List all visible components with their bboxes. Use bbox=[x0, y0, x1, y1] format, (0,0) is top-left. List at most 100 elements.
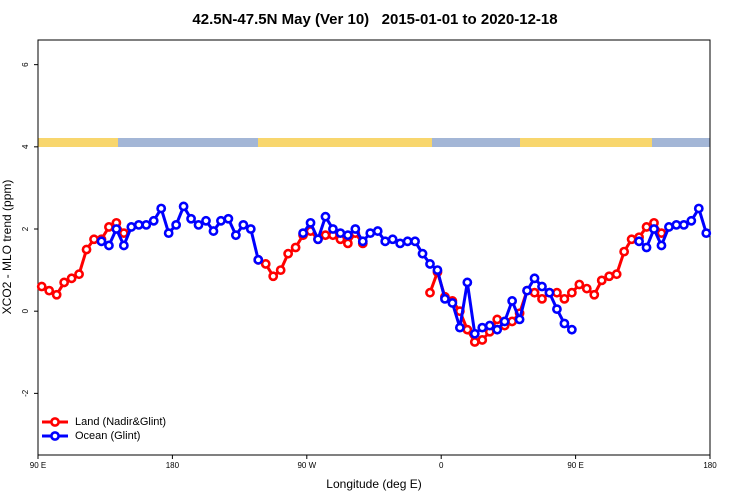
data-point bbox=[596, 275, 607, 286]
data-point bbox=[81, 244, 92, 255]
x-tick-label: 90 E bbox=[30, 461, 46, 470]
data-point bbox=[619, 246, 630, 257]
x-tick-label: 90 E bbox=[567, 461, 583, 470]
land-strip bbox=[258, 138, 432, 147]
data-point bbox=[537, 281, 547, 292]
data-point bbox=[410, 236, 420, 247]
data-point bbox=[559, 293, 570, 304]
data-point bbox=[104, 240, 114, 251]
data-point bbox=[529, 273, 540, 284]
data-point bbox=[529, 287, 540, 298]
data-point bbox=[634, 236, 644, 247]
y-tick-label: 6 bbox=[21, 62, 30, 67]
data-point bbox=[649, 224, 659, 234]
data-point bbox=[171, 220, 182, 230]
data-point bbox=[178, 201, 189, 212]
data-point bbox=[402, 236, 413, 247]
data-point bbox=[469, 328, 480, 339]
series-line bbox=[100, 204, 260, 261]
x-tick-label: 180 bbox=[703, 461, 717, 470]
data-point bbox=[111, 224, 122, 234]
data-point bbox=[566, 287, 577, 298]
data-point bbox=[469, 337, 480, 347]
data-point bbox=[380, 236, 391, 247]
data-point bbox=[604, 271, 615, 282]
data-point bbox=[59, 277, 70, 288]
data-point bbox=[320, 230, 331, 241]
data-point bbox=[477, 335, 488, 345]
data-point bbox=[275, 265, 286, 275]
data-point bbox=[462, 324, 473, 335]
land-strip bbox=[38, 138, 118, 147]
data-point bbox=[641, 242, 652, 253]
data-point bbox=[186, 213, 196, 224]
data-point bbox=[462, 277, 473, 288]
land-strip bbox=[520, 138, 652, 147]
data-point bbox=[193, 220, 204, 230]
data-point bbox=[574, 279, 585, 290]
data-point bbox=[425, 287, 435, 298]
series-line bbox=[41, 221, 126, 297]
data-point bbox=[499, 316, 510, 327]
data-point bbox=[626, 234, 637, 245]
y-axis-label: XCO2 - MLO trend (ppm) bbox=[0, 180, 14, 315]
data-point bbox=[454, 322, 465, 333]
data-point bbox=[201, 215, 211, 226]
y-tick-label: -2 bbox=[21, 389, 30, 397]
data-point bbox=[283, 248, 294, 259]
data-point bbox=[484, 320, 495, 331]
data-point bbox=[328, 224, 338, 234]
x-tick-label: 90 W bbox=[297, 461, 316, 470]
y-tick-label: 4 bbox=[21, 144, 30, 149]
data-point bbox=[230, 230, 241, 241]
data-point bbox=[552, 304, 562, 315]
data-point bbox=[559, 318, 570, 329]
data-point bbox=[432, 265, 443, 275]
data-point bbox=[544, 287, 555, 298]
data-point bbox=[641, 222, 652, 232]
data-point bbox=[126, 222, 137, 232]
data-point bbox=[163, 228, 174, 239]
data-point bbox=[253, 254, 264, 265]
data-point bbox=[238, 220, 249, 230]
data-point bbox=[313, 234, 323, 245]
data-point bbox=[208, 226, 219, 236]
y-tick-label: 2 bbox=[21, 226, 30, 231]
data-point bbox=[581, 283, 592, 294]
data-point bbox=[141, 220, 152, 230]
data-point bbox=[693, 203, 704, 214]
data-point bbox=[656, 240, 667, 251]
data-point bbox=[66, 273, 77, 284]
data-point bbox=[552, 287, 562, 298]
data-point bbox=[686, 215, 697, 226]
data-point bbox=[350, 224, 361, 234]
data-point bbox=[89, 234, 99, 245]
data-point bbox=[387, 234, 398, 245]
data-point bbox=[320, 211, 331, 222]
data-point bbox=[216, 215, 226, 226]
data-point bbox=[447, 298, 458, 308]
data-point bbox=[440, 293, 450, 304]
data-point bbox=[342, 238, 353, 249]
data-point bbox=[417, 248, 428, 259]
legend-label: Land (Nadir&Glint) bbox=[75, 416, 166, 428]
data-point bbox=[51, 289, 62, 300]
data-point bbox=[492, 314, 503, 325]
data-point bbox=[104, 222, 114, 232]
x-tick-label: 0 bbox=[439, 461, 444, 470]
data-point bbox=[268, 271, 279, 282]
data-point bbox=[342, 230, 353, 241]
chart-title: 42.5N-47.5N May (Ver 10) 2015-01-01 to 2… bbox=[192, 11, 557, 28]
legend-label: Ocean (Glint) bbox=[75, 430, 140, 442]
data-point bbox=[671, 220, 682, 230]
data-point bbox=[566, 324, 577, 335]
data-point bbox=[290, 242, 301, 253]
data-point bbox=[492, 324, 503, 335]
data-point bbox=[514, 314, 525, 325]
data-point bbox=[395, 238, 406, 249]
data-point bbox=[96, 236, 107, 247]
data-point bbox=[537, 293, 547, 304]
data-point bbox=[245, 224, 256, 234]
data-point bbox=[298, 228, 308, 239]
